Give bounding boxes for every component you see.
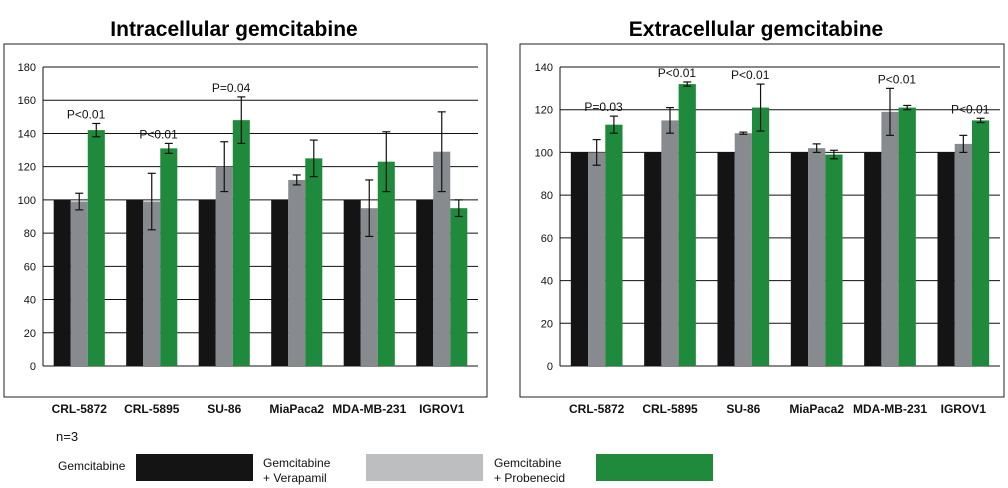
bar-probenecid-crl-5895 — [160, 148, 178, 366]
p-value-annotation: P<0.01 — [67, 107, 106, 121]
bar-verapamil-mda-mb-231 — [360, 208, 378, 366]
sample-size-note: n=3 — [56, 429, 78, 444]
y-tick-label-160: 160 — [18, 95, 36, 107]
bar-probenecid-mda-mb-231 — [898, 107, 916, 366]
y-tick-label-80: 80 — [541, 190, 553, 202]
bar-gemcitabine-mda-mb-231 — [343, 199, 361, 366]
category-label-su-86: SU-86 — [726, 402, 760, 416]
intracellular-chart-title: Intracellular gemcitabine — [110, 18, 357, 41]
bar-verapamil-crl-5872 — [588, 152, 606, 366]
legend-label-probenecid-line2: + Probenecid — [494, 471, 565, 485]
p-value-annotation: P<0.01 — [658, 66, 697, 80]
bar-probenecid-igrov1 — [971, 120, 990, 367]
bar-probenecid-igrov1 — [450, 208, 468, 366]
bar-verapamil-miapaca2 — [808, 148, 826, 366]
y-tick-label-0: 0 — [30, 361, 36, 373]
y-tick-label-20: 20 — [24, 328, 36, 340]
category-label-crl-5895: CRL-5895 — [124, 402, 180, 416]
bar-verapamil-mda-mb-231 — [881, 111, 899, 366]
bar-probenecid-miapaca2 — [305, 158, 323, 366]
legend-swatch-probenecid — [596, 454, 713, 481]
bar-gemcitabine-miapaca2 — [790, 152, 809, 366]
category-label-igrov1: IGROV1 — [419, 402, 465, 416]
intracellular-chart: 0 20 40 60 80 100 120 140 160 180 CRL-5872 CRL-5895… — [18, 62, 478, 416]
bar-verapamil-miapaca2 — [288, 179, 306, 366]
category-label-mda-mb-231: MDA-MB-231 — [332, 402, 406, 416]
bar-probenecid-crl-5872 — [87, 130, 105, 366]
y-tick-label-40: 40 — [541, 276, 553, 288]
y-tick-label-100: 100 — [535, 147, 553, 159]
y-tick-label-80: 80 — [24, 228, 36, 240]
intracellular-chart-frame — [3, 43, 488, 398]
bar-probenecid-crl-5872 — [605, 124, 623, 367]
bar-verapamil-igrov1 — [954, 143, 972, 366]
category-label-igrov1: IGROV1 — [941, 402, 987, 416]
bar-verapamil-crl-5895 — [143, 201, 161, 366]
legend-swatch-gemcitabine — [136, 454, 253, 481]
category-label-crl-5872: CRL-5872 — [52, 402, 108, 416]
p-value-annotation: P<0.01 — [878, 72, 917, 86]
bar-gemcitabine-igrov1 — [937, 152, 955, 366]
y-tick-label-100: 100 — [18, 195, 36, 207]
p-value-annotation: P=0.04 — [212, 81, 251, 95]
bar-verapamil-crl-5895 — [661, 120, 679, 367]
legend-label-probenecid-line1: Gemcitabine — [494, 456, 562, 470]
y-tick-label-120: 120 — [18, 162, 36, 174]
bar-probenecid-miapaca2 — [825, 154, 843, 366]
y-tick-label-120: 120 — [535, 105, 553, 117]
bar-verapamil-igrov1 — [433, 151, 451, 366]
bar-probenecid-su-86 — [232, 120, 250, 367]
bar-gemcitabine-igrov1 — [416, 199, 434, 366]
bar-gemcitabine-miapaca2 — [271, 199, 289, 366]
bar-gemcitabine-su-86 — [198, 199, 216, 366]
p-value-annotation: P<0.01 — [731, 68, 770, 82]
category-label-mda-mb-231: MDA-MB-231 — [853, 402, 927, 416]
bar-probenecid-su-86 — [751, 107, 770, 366]
category-label-miapaca2: MiaPaca2 — [269, 402, 324, 416]
bar-gemcitabine-crl-5895 — [644, 152, 662, 366]
bar-verapamil-crl-5872 — [70, 201, 88, 366]
p-value-annotation: P<0.01 — [139, 127, 178, 141]
bar-verapamil-su-86 — [734, 133, 752, 366]
y-tick-label-0: 0 — [547, 361, 553, 373]
bar-probenecid-crl-5895 — [678, 84, 696, 366]
y-tick-label-60: 60 — [541, 233, 553, 245]
category-label-crl-5872: CRL-5872 — [569, 402, 625, 416]
bar-gemcitabine-crl-5872 — [570, 152, 589, 366]
p-value-annotation: P<0.01 — [951, 102, 990, 116]
legend-label-verapamil-line2: + Verapamil — [263, 471, 327, 485]
bar-gemcitabine-crl-5895 — [126, 199, 144, 366]
extracellular-chart-frame — [519, 43, 1005, 398]
category-label-miapaca2: MiaPaca2 — [789, 402, 844, 416]
legend-label-gemcitabine: Gemcitabine — [58, 459, 126, 473]
y-tick-label-40: 40 — [24, 295, 36, 307]
legend-label-verapamil-line1: Gemcitabine — [263, 456, 331, 470]
extracellular-chart-title: Extracellular gemcitabine — [629, 18, 883, 41]
bar-verapamil-su-86 — [215, 166, 233, 366]
category-label-su-86: SU-86 — [207, 402, 241, 416]
bar-gemcitabine-mda-mb-231 — [864, 152, 882, 366]
category-label-crl-5895: CRL-5895 — [642, 402, 698, 416]
p-value-annotation: P=0.03 — [584, 100, 623, 114]
y-tick-label-20: 20 — [541, 318, 553, 330]
y-tick-label-180: 180 — [18, 62, 36, 74]
bar-probenecid-mda-mb-231 — [377, 161, 395, 366]
extracellular-chart: 0 20 40 60 80 100 120 140 CRL-5872 CRL-5895 SU-86 M… — [535, 62, 1000, 416]
legend: Gemcitabine Gemcitabine + Verapamil Gemc… — [58, 454, 713, 485]
y-tick-label-60: 60 — [24, 261, 36, 273]
y-tick-label-140: 140 — [535, 62, 553, 74]
bar-gemcitabine-crl-5872 — [53, 199, 71, 366]
bar-gemcitabine-su-86 — [717, 152, 735, 366]
y-tick-label-140: 140 — [18, 128, 36, 140]
legend-swatch-verapamil — [366, 454, 483, 481]
